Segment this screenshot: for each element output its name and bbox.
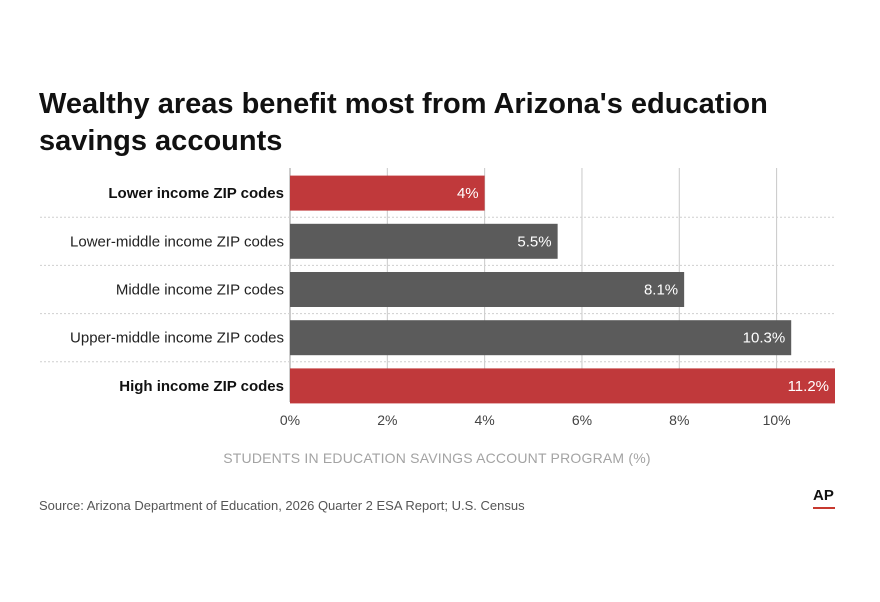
category-labels: Lower income ZIP codes Lower-middle incom… — [70, 185, 284, 395]
bar-4 — [290, 320, 792, 356]
bar-1 — [290, 175, 485, 211]
value-label: 11.2% — [788, 378, 829, 395]
ap-logo: AP — [813, 487, 834, 504]
x-tick-label: 6% — [572, 412, 592, 428]
bar-3 — [290, 272, 685, 307]
value-label: 8.1% — [644, 282, 678, 299]
value-label: 10.3% — [743, 330, 786, 347]
category-label: High income ZIP codes — [119, 378, 284, 395]
bar-2 — [290, 223, 558, 259]
x-tick-label: 2% — [377, 412, 397, 428]
chart-title: Wealthy areas benefit most from Arizona'… — [39, 88, 768, 157]
value-label: 5.5% — [517, 233, 551, 250]
category-label: Upper-middle income ZIP codes — [70, 330, 284, 347]
x-tick-labels: 0% 2% 4% 6% 8% 10% — [280, 412, 791, 428]
row-separators — [40, 216, 835, 363]
x-tick-label: 10% — [763, 412, 791, 428]
ap-logo-underline — [813, 507, 835, 509]
source-note: Source: Arizona Department of Education,… — [39, 498, 525, 513]
x-tick-label: 0% — [280, 412, 300, 428]
category-label: Lower income ZIP codes — [108, 185, 284, 202]
bar-5 — [290, 368, 835, 404]
value-label: 4% — [457, 185, 479, 202]
x-tick-label: 8% — [669, 412, 689, 428]
x-axis-title: STUDENTS IN EDUCATION SAVINGS ACCOUNT PR… — [223, 450, 651, 466]
value-labels: 4% 5.5% 8.1% 10.3% 11.2% — [457, 185, 829, 395]
category-label: Middle income ZIP codes — [116, 282, 284, 299]
bars — [290, 175, 835, 404]
category-label: Lower-middle income ZIP codes — [70, 233, 284, 250]
x-tick-label: 4% — [475, 412, 495, 428]
